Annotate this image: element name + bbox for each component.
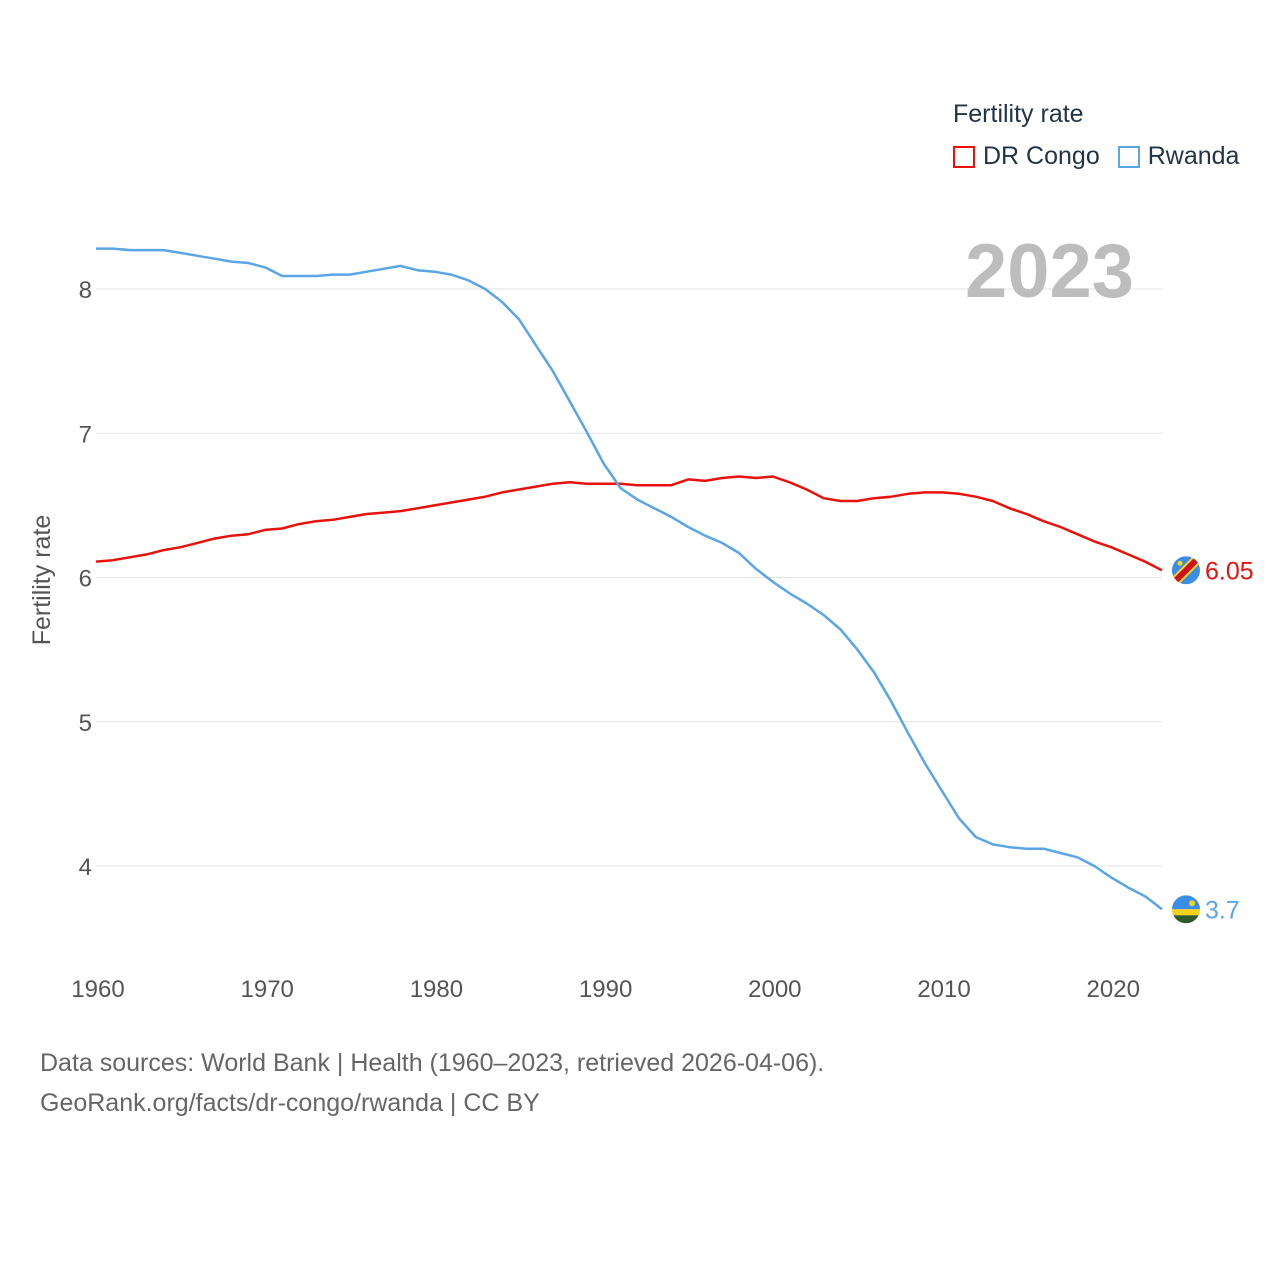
source-line-1: Data sources: World Bank | Health (1960–… [40,1049,825,1077]
source-line-2[interactable]: GeoRank.org/facts/dr-congo/rwanda | CC B… [40,1089,540,1117]
series-line-dr-congo[interactable] [95,475,1163,572]
legend-title: Fertility rate [953,100,1084,128]
legend-label-dr-congo: DR Congo [983,142,1100,170]
y-axis-ticks: 4 5 6 7 8 [79,277,92,881]
dr-congo-flag-icon [1172,556,1200,585]
y-tick-label: 7 [79,421,92,448]
x-tick-label: 2010 [917,976,970,1003]
current-year-label: 2023 [965,229,1135,314]
legend-label-rwanda: Rwanda [1147,142,1240,170]
end-label-rwanda: 3.7 [1205,896,1240,924]
x-tick-label: 1960 [71,976,124,1003]
end-label-dr-congo: 6.05 [1205,557,1254,585]
y-tick-label: 6 [79,566,92,593]
y-axis-label: Fertility rate [28,515,56,646]
rwanda-flag-icon [1172,895,1200,924]
y-tick-label: 4 [79,854,92,881]
legend-item-dr-congo[interactable]: DR Congo [953,142,1100,171]
legend-swatch-dr-congo [953,145,975,168]
series-line-rwanda[interactable] [96,247,1163,911]
legend: DR Congo Rwanda [953,142,1257,171]
source-note: Data sources: World Bank | Health (1960–… [40,1043,824,1123]
series-group [95,247,1163,911]
y-tick-label: 5 [79,710,92,737]
x-tick-label: 2000 [748,976,801,1003]
legend-swatch-rwanda [1117,145,1140,168]
x-tick-label: 1970 [241,976,294,1003]
x-tick-label: 1980 [410,976,463,1003]
legend-item-rwanda[interactable]: Rwanda [1117,142,1240,171]
x-tick-label: 2020 [1087,976,1140,1003]
x-axis-ticks: 1960 1970 1980 1990 2000 2010 2020 [71,976,1140,1003]
grid [96,288,1162,867]
y-tick-label: 8 [79,277,92,304]
end-markers: 6.05 3.7 [1172,556,1254,924]
x-tick-label: 1990 [579,976,632,1003]
